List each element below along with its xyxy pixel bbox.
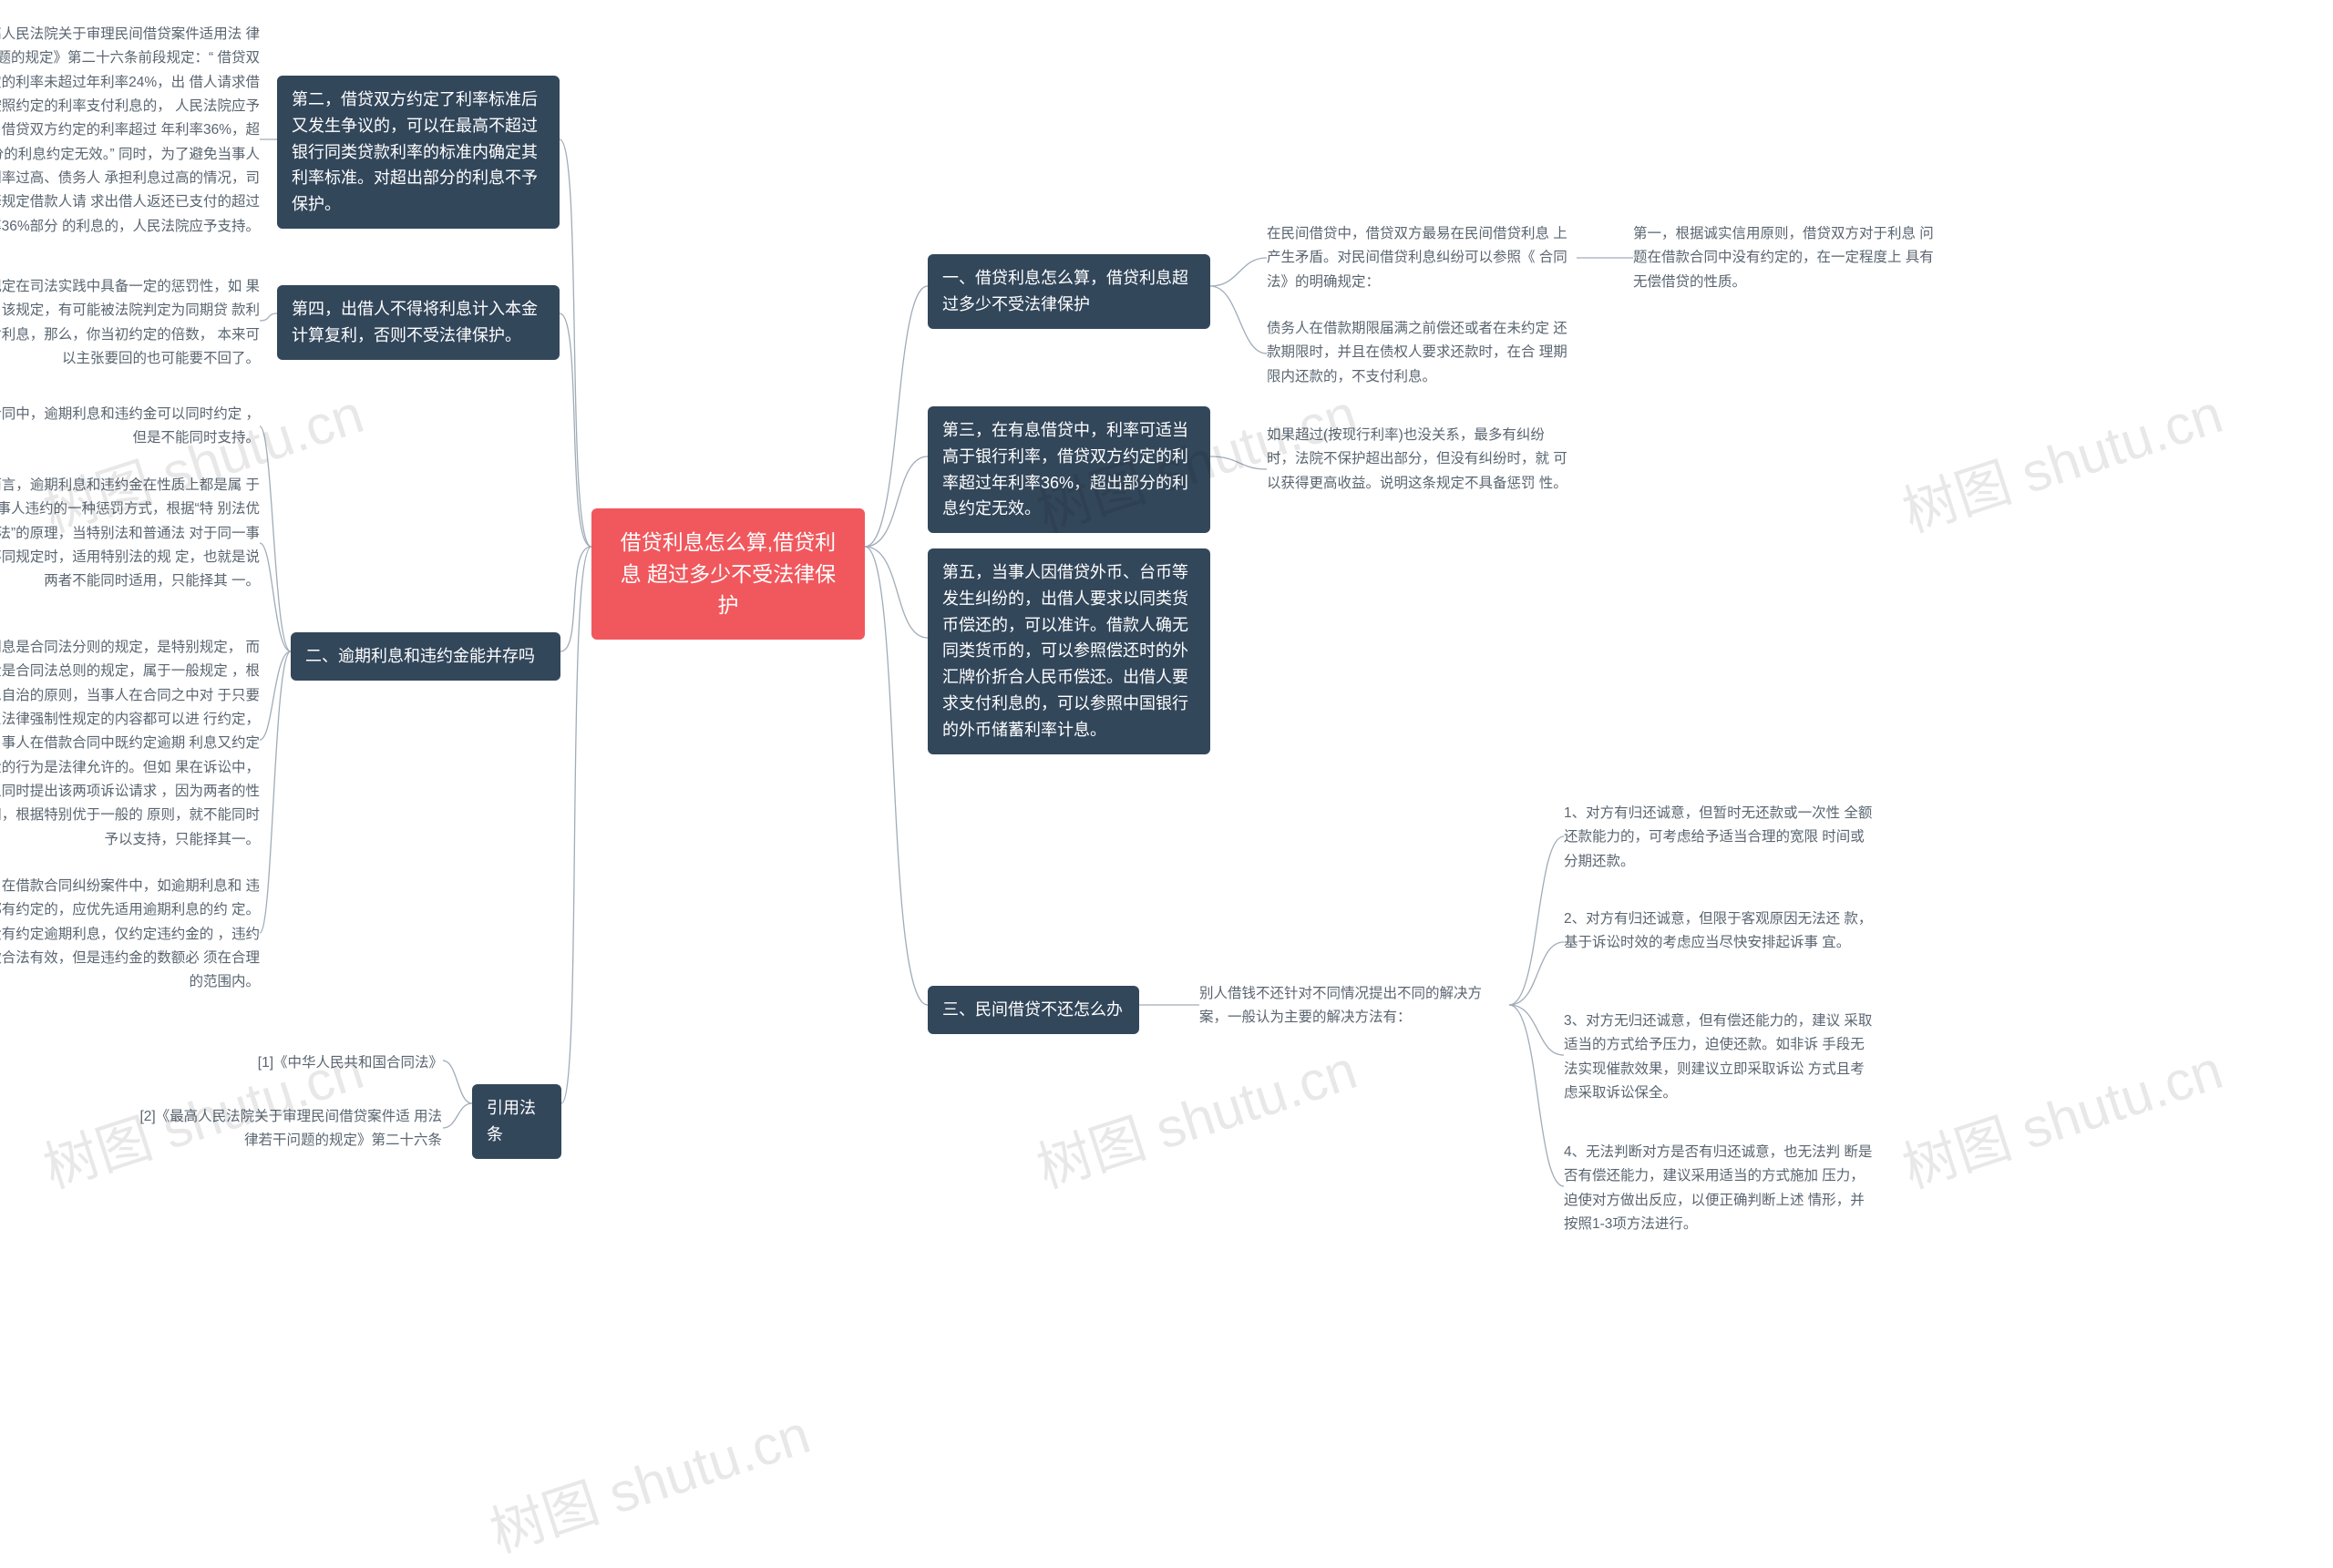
mindmap-canvas: 借贷利息怎么算,借贷利息 超过多少不受法律保护 一、借贷利息怎么算，借贷利息超 … [0, 0, 2333, 1369]
right-branch-3-subleaf-0: 1、对方有归还诚意，但暂时无还款或一次性 全额还款能力的，可考虑给予适当合理的宽… [1564, 802, 1874, 874]
root-node: 借贷利息怎么算,借贷利息 超过多少不受法律保护 [591, 508, 865, 640]
watermark-5: 树图 shutu.cn [1891, 1026, 2231, 1204]
right-branch-0-subleaf-0: 第一，根据诚实信用原则，借贷双方对于利息 问题在借款合同中没有约定的，在一定程度… [1633, 222, 1943, 294]
watermark-6: 树图 shutu.cn [478, 1390, 818, 1568]
left-branch-2-leaf-2: 逾期利息是合同法分则的规定，是特别规定， 而违约金是合同法总则的规定，属于一般规… [0, 636, 260, 852]
left-branch-2-leaf-1: 具体而言，逾期利息和违约金在性质上都是属 于对于当事人违约的一种惩罚方式，根据“… [0, 474, 260, 594]
left-branch-1-leaf-0: 这条规定在司法实践中具备一定的惩罚性，如 果违反了该规定，有可能被法院判定为同期… [0, 275, 260, 371]
right-branch-0-leaf-1: 债务人在借款期限届满之前偿还或者在未约定 还款期限时，并且在债权人要求还款时，在… [1267, 317, 1577, 389]
left-branch-3-leaf-0: [1]《中华人民共和国合同法》 [60, 1051, 443, 1075]
watermark-2: 树图 shutu.cn [1891, 370, 2231, 548]
left-branch-2-leaf-3: 综上，在借款合同纠纷案件中，如逾期利息和 违约金都有约定的，应优先适用逾期利息的… [0, 875, 260, 995]
left-branch-3: 引用法条 [472, 1084, 561, 1159]
right-branch-2: 第五，当事人因借贷外币、台币等 发生纠纷的，出借人要求以同类货 币偿还的，可以准… [928, 548, 1210, 754]
left-branch-0: 第二，借贷双方约定了利率标准后 又发生争议的，可以在最高不超过 银行同类贷款利率… [277, 76, 560, 229]
right-branch-0: 一、借贷利息怎么算，借贷利息超 过多少不受法律保护 [928, 254, 1210, 329]
left-branch-0-leaf-0: 《最高人民法院关于审理民间借贷案件适用法 律若干问题的规定》第二十六条前段规定：… [0, 23, 260, 239]
left-branch-2: 二、逾期利息和违约金能并存吗 [291, 632, 560, 681]
left-branch-3-leaf-1: [2]《最高人民法院关于审理民间借贷案件适 用法律若干问题的规定》第二十六条 [132, 1105, 442, 1153]
right-branch-0-leaf-0: 在民间借贷中，借贷双方最易在民间借贷利息 上产生矛盾。对民间借贷利息纠纷可以参照… [1267, 222, 1577, 294]
right-branch-1: 第三，在有息借贷中，利率可适当 高于银行利率，借贷双方约定的利 率超过年利率36… [928, 406, 1210, 533]
right-branch-3-subleaf-3: 4、无法判断对方是否有归还诚意，也无法判 断是否有偿还能力，建议采用适当的方式施… [1564, 1141, 1874, 1236]
right-branch-3-subleaf-1: 2、对方有归还诚意，但限于客观原因无法还 款，基于诉讼时效的考虑应当尽快安排起诉… [1564, 907, 1874, 956]
right-branch-1-leaf-0: 如果超过(按现行利率)也没关系，最多有纠纷 时，法院不保护超出部分，但没有纠纷时… [1267, 424, 1577, 496]
right-branch-3-leaf-0: 别人借钱不还针对不同情况提出不同的解决方 案，一般认为主要的解决方法有： [1199, 982, 1509, 1030]
left-branch-2-leaf-0: 借款合同中，逾期利息和违约金可以同时约定 ，但是不能同时支持。 [0, 403, 260, 451]
watermark-4: 树图 shutu.cn [1025, 1026, 1365, 1204]
left-branch-1: 第四，出借人不得将利息计入本金 计算复利，否则不受法律保护。 [277, 285, 560, 360]
right-branch-3: 三、民间借贷不还怎么办 [928, 986, 1139, 1034]
right-branch-3-subleaf-2: 3、对方无归还诚意，但有偿还能力的，建议 采取适当的方式给予压力，迫使还款。如非… [1564, 1009, 1874, 1105]
